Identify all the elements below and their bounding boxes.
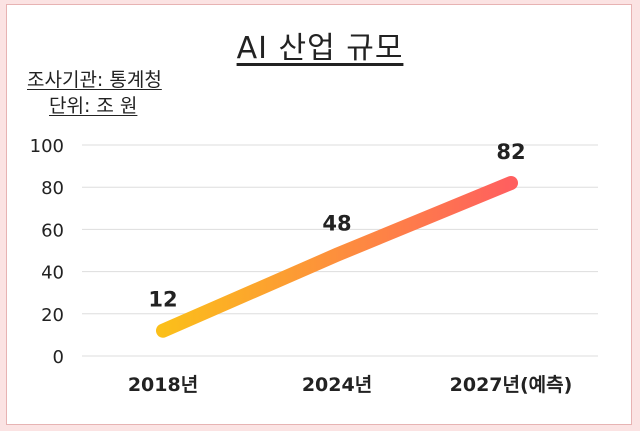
y-axis-ticks: 0 20 40 60 80 100 [30, 136, 64, 368]
chart-title: AI 산업 규모 [236, 31, 404, 66]
x-tick-label: 2027년(예측) [450, 374, 573, 396]
data-label: 82 [496, 140, 525, 164]
data-label: 12 [148, 288, 177, 312]
y-tick-label: 40 [41, 263, 64, 284]
y-tick-label: 20 [41, 305, 64, 326]
source-note: 조사기관: 통계청 [27, 69, 162, 91]
grid-lines [82, 144, 598, 357]
x-tick-label: 2018년 [128, 374, 198, 396]
series-line-group [156, 175, 518, 338]
series-line [156, 175, 518, 338]
data-label: 48 [322, 212, 351, 236]
x-axis-ticks: 2018년 2024년 2027년(예측) [128, 374, 573, 396]
y-tick-label: 0 [53, 347, 64, 368]
y-tick-label: 60 [41, 220, 64, 241]
y-tick-label: 80 [41, 178, 64, 199]
y-tick-label: 100 [30, 136, 64, 157]
chart-frame: AI 산업 규모 조사기관: 통계청 단위: 조 원 [6, 4, 632, 425]
data-labels: 12 48 82 [148, 140, 525, 312]
x-tick-label: 2024년 [302, 374, 372, 396]
unit-note: 단위: 조 원 [49, 95, 138, 117]
